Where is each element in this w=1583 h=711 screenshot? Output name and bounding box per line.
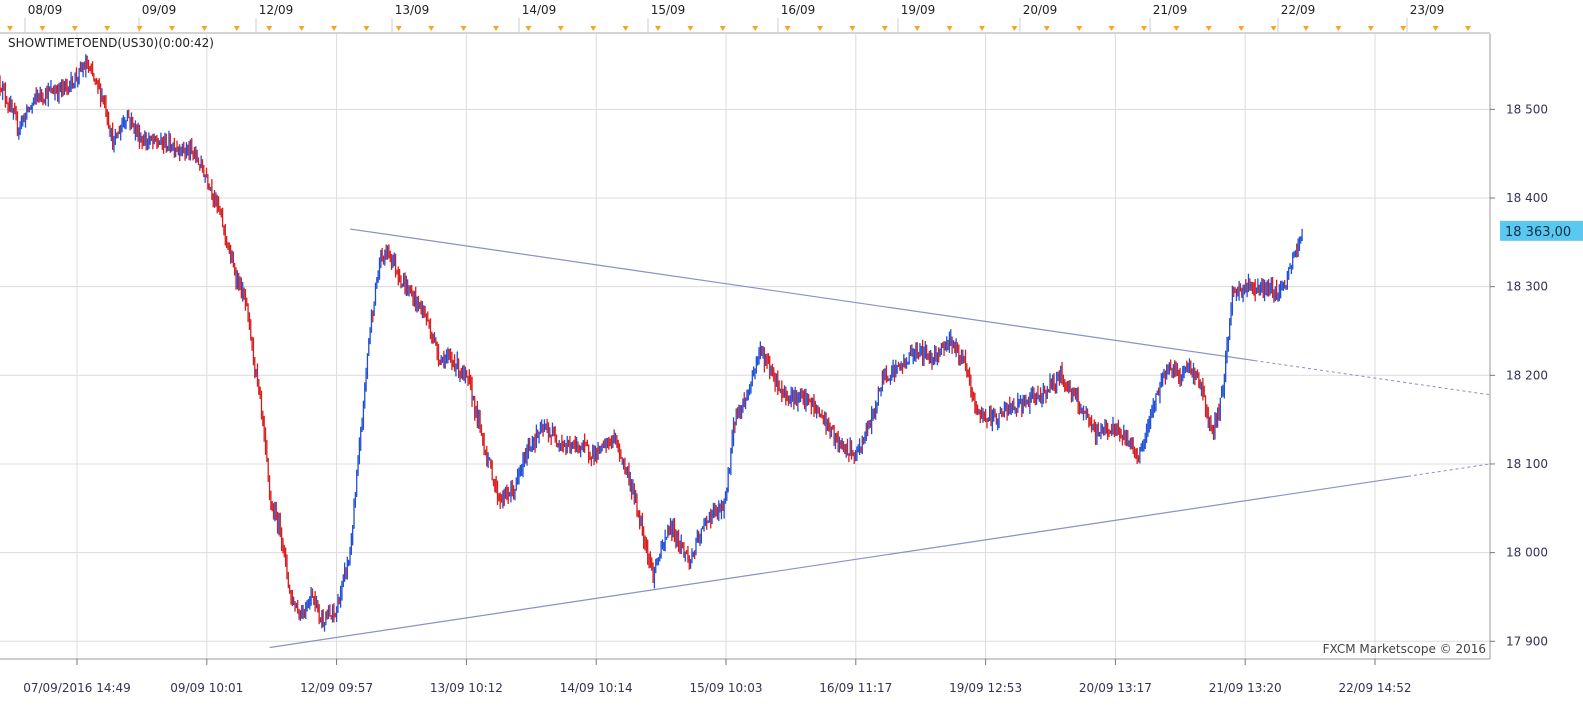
event-marker [136, 26, 143, 31]
event-marker [1270, 26, 1277, 31]
event-marker [1011, 26, 1018, 31]
event-marker [331, 26, 337, 31]
x-axis: 07/09/2016 14:49 09/09 10:01 12/09 09:57 13… [23, 659, 1411, 695]
top-date-label: 21/09 [1153, 3, 1188, 17]
x-tick-label: 22/09 14:52 [1339, 681, 1412, 695]
y-tick-label: 18 300 [1506, 280, 1548, 294]
event-marker [914, 26, 921, 31]
event-marker [39, 26, 46, 31]
upper-trendline-projection [1254, 360, 1491, 396]
event-marker [1367, 26, 1374, 31]
event-marker [201, 26, 208, 31]
x-tick-label: 12/09 09:57 [300, 681, 373, 695]
event-marker [1141, 26, 1147, 31]
event-marker [655, 26, 661, 31]
current-price-badge: 18 363,00 [1500, 220, 1583, 241]
current-price-label: 18 363,00 [1505, 225, 1571, 240]
x-tick-label: 20/09 13:17 [1079, 681, 1152, 695]
top-date-label: 13/09 [395, 3, 430, 17]
event-marker [1238, 26, 1245, 31]
event-marker [428, 26, 435, 31]
event-marker [1303, 26, 1309, 31]
y-tick-label: 18 100 [1506, 457, 1548, 471]
upper-trendline-solid [350, 228, 1255, 362]
event-marker [752, 26, 759, 31]
x-tick-label: 14/09 10:14 [560, 681, 633, 695]
top-date-label: 19/09 [901, 3, 936, 17]
top-date-strip: 08/09 09/09 12/09 13/09 14/09 15/09 16/09 19/09… [0, 3, 1490, 34]
event-marker [395, 26, 402, 31]
event-marker [363, 26, 370, 31]
x-tick-label: 16/09 11:17 [819, 681, 892, 695]
event-marker [266, 26, 273, 31]
event-marker [557, 26, 564, 31]
top-date-label: 20/09 [1023, 3, 1058, 17]
event-marker [590, 26, 597, 31]
top-date-label: 09/09 [142, 3, 177, 17]
event-marker [1400, 26, 1407, 31]
event-marker [71, 26, 78, 31]
x-tick-label: 07/09/2016 14:49 [23, 681, 131, 695]
watermark: FXCM Marketscope © 2016 [1323, 642, 1486, 656]
top-date-label: 23/09 [1410, 3, 1445, 17]
lower-trendline-projection [1407, 463, 1491, 477]
x-tick-label: 13/09 10:12 [430, 681, 503, 695]
event-marker [849, 26, 856, 31]
trendlines [269, 228, 1491, 649]
top-date-label: 15/09 [651, 3, 686, 17]
event-marker [298, 26, 305, 31]
event-marker [817, 26, 823, 31]
indicator-label: SHOWTIMETOEND(US30)(0:00:42) [8, 36, 214, 50]
top-date-label: 12/09 [259, 3, 294, 17]
event-marker [525, 26, 532, 31]
event-marker [1335, 26, 1342, 31]
top-date-label: 16/09 [781, 3, 816, 17]
event-marker [622, 26, 629, 31]
y-tick-label: 18 200 [1506, 368, 1548, 382]
top-date-label: 08/09 [28, 3, 63, 17]
event-marker [979, 26, 985, 31]
event-marker [1108, 26, 1115, 31]
lower-trendline-solid [269, 475, 1409, 649]
event-marker [1076, 26, 1083, 31]
plot-background [0, 14, 1490, 659]
event-marker [1043, 26, 1050, 31]
event-marker [784, 26, 791, 31]
y-tick-label: 18 400 [1506, 191, 1548, 205]
event-marker [1205, 26, 1212, 31]
event-marker [460, 26, 467, 31]
x-tick-label: 19/09 12:53 [949, 681, 1022, 695]
y-tick-label: 18 000 [1506, 546, 1548, 560]
event-marker [687, 26, 694, 31]
event-marker [946, 26, 953, 31]
event-marker [233, 26, 240, 31]
price-series [0, 54, 1303, 632]
top-strip-bg [0, 14, 1490, 34]
event-marker [1432, 26, 1439, 31]
y-tick-label: 18 500 [1506, 102, 1548, 116]
x-tick-label: 21/09 13:20 [1209, 681, 1282, 695]
event-marker [1465, 26, 1471, 31]
x-tick-label: 15/09 10:03 [690, 681, 763, 695]
event-marker [169, 26, 175, 31]
top-date-label: 14/09 [522, 3, 557, 17]
event-marker [104, 26, 111, 31]
event-marker [1173, 26, 1180, 31]
top-date-label: 22/09 [1281, 3, 1316, 17]
y-tick-label: 17 900 [1506, 634, 1548, 648]
event-marker [881, 26, 888, 31]
y-axis: 17 900 18 000 18 100 18 200 18 300 18 400 18 5… [0, 34, 1548, 660]
event-marker [719, 26, 726, 31]
event-marker [7, 26, 13, 31]
event-marker [493, 26, 499, 31]
x-tick-label: 09/09 10:01 [170, 681, 243, 695]
